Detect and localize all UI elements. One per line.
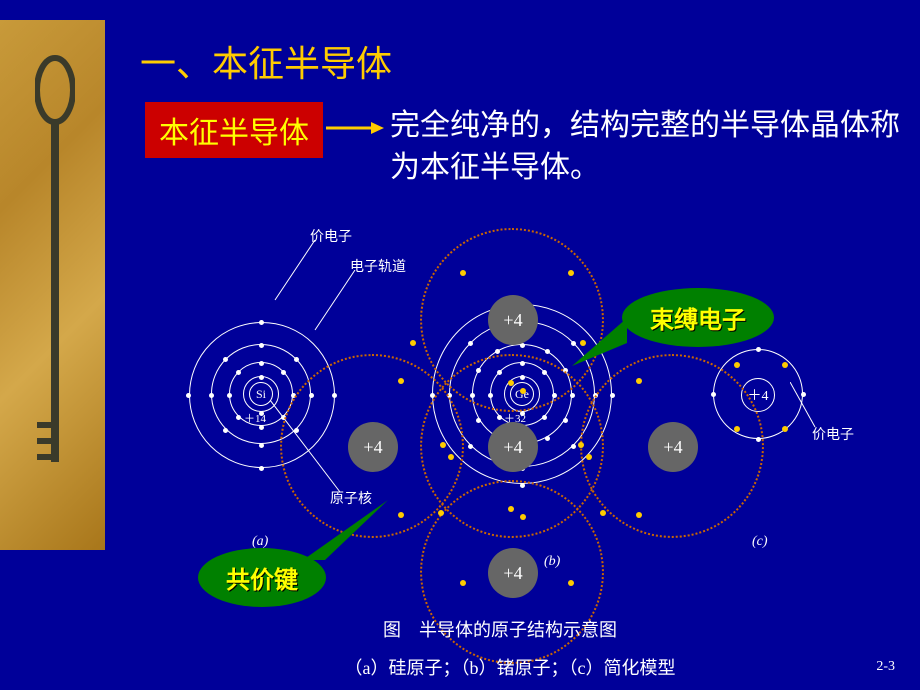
term-highlight: 本征半导体 [145, 102, 323, 158]
valence-electron [586, 454, 592, 460]
valence-electron [448, 454, 454, 460]
sublabel-a: (a) [252, 534, 268, 550]
valence-electron [600, 510, 606, 516]
valence-electron [782, 426, 788, 432]
decorative-key-strip [0, 20, 105, 550]
valence-electron [734, 426, 740, 432]
si-nucleus: Si [249, 382, 273, 406]
electron [259, 425, 264, 430]
electron [259, 466, 264, 471]
sublabel-b: (b) [544, 554, 560, 570]
electron [756, 347, 761, 352]
valence-electron [520, 514, 526, 520]
electron [294, 357, 299, 362]
plus4-circle: +4 [488, 295, 538, 345]
electron [223, 428, 228, 433]
electron [236, 370, 241, 375]
sublabel-c: (c) [752, 534, 768, 550]
key-icon [35, 50, 75, 530]
valence-electron [734, 362, 740, 368]
plus4-circle: +4 [648, 422, 698, 472]
valence-electron [508, 506, 514, 512]
definition-text: 完全纯净的，结构完整的半导体晶体称为本征半导体。 [390, 105, 900, 189]
electron [259, 443, 264, 448]
bubble-bound-text: 束缚电子 [650, 308, 746, 334]
electron [209, 393, 214, 398]
electron [259, 411, 264, 416]
plus4-circle: +4 [488, 548, 538, 598]
electron [259, 343, 264, 348]
valence-electron [440, 442, 446, 448]
electron [259, 320, 264, 325]
valence-electron [508, 380, 514, 386]
valence-electron [520, 388, 526, 394]
figure-subcaption: （a）硅原子；（b）锗原子；（c）简化模型 [250, 654, 770, 680]
pointer-line [310, 270, 370, 340]
page-number: 2-3 [876, 659, 895, 675]
valence-electron [460, 270, 466, 276]
valence-electron [636, 378, 642, 384]
electron [236, 415, 241, 420]
valence-electron [398, 378, 404, 384]
electron [281, 370, 286, 375]
electron [227, 393, 232, 398]
bubble-bound-electron: 束缚电子 [622, 288, 774, 347]
valence-electron [460, 580, 466, 586]
plus4-circle: +4 [348, 422, 398, 472]
bubble-covalent-bond: 共价键 [198, 548, 326, 607]
valence-electron [636, 512, 642, 518]
electron [259, 361, 264, 366]
valence-electron [438, 510, 444, 516]
valence-electron [578, 442, 584, 448]
electron [186, 393, 191, 398]
slide-title: 一、本征半导体 [140, 35, 392, 87]
figure-caption: 图 半导体的原子结构示意图 [310, 616, 690, 642]
bubble-covalent-text: 共价键 [226, 568, 298, 594]
valence-electron [410, 340, 416, 346]
valence-electron [568, 270, 574, 276]
valence-electron [568, 580, 574, 586]
plus4-circle: +4 [488, 422, 538, 472]
electron [801, 392, 806, 397]
arrow-icon [326, 118, 386, 138]
valence-electron [782, 362, 788, 368]
electron [259, 375, 264, 380]
valence-electron [398, 512, 404, 518]
